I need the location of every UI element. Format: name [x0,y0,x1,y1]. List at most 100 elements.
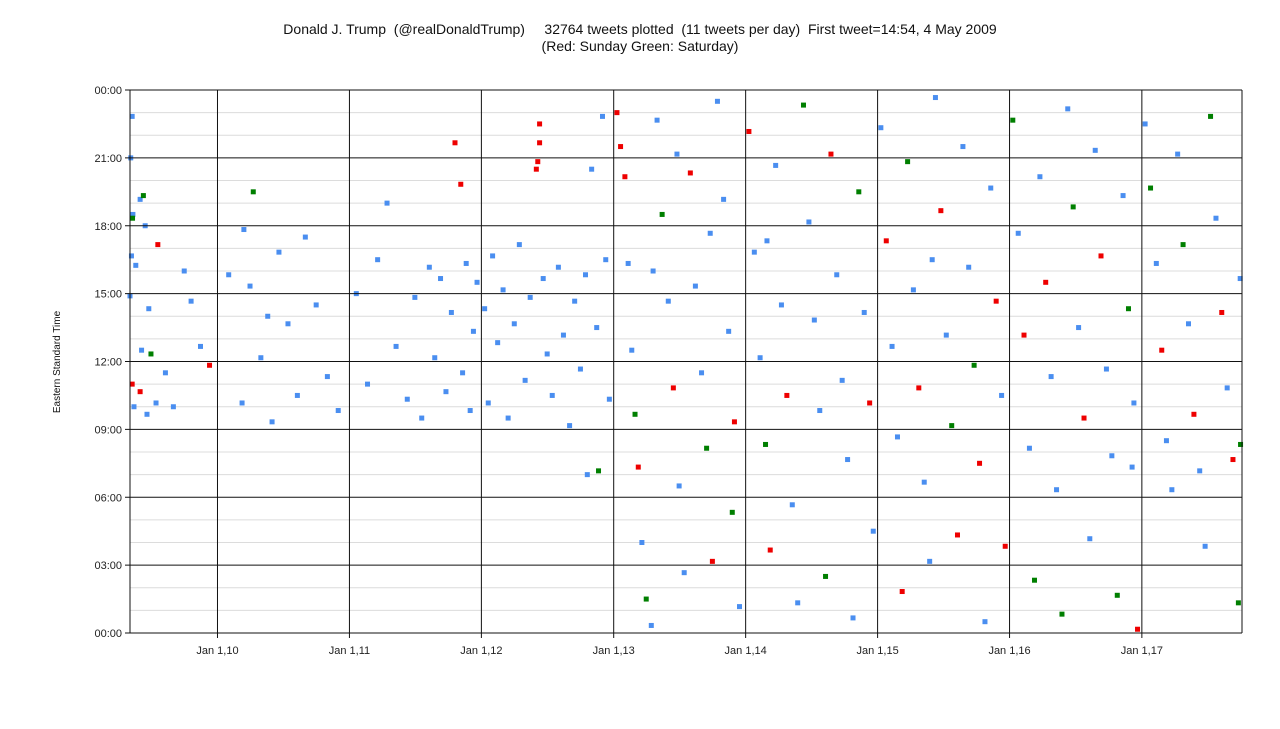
tweet-point [1175,151,1181,157]
tweet-point [746,128,752,134]
tweet-point [594,325,600,331]
tweet-point [247,283,253,289]
tweet-point [583,272,589,278]
tweet-point [971,362,977,368]
tweet-point [226,272,232,278]
tweet-point [335,408,341,414]
title-line: Donald J. Trump (@realDonaldTrump) 32764… [283,21,997,37]
tweet-point [635,464,641,470]
tweet-point [549,392,555,398]
tweet-point [146,306,152,312]
tweet-point [1238,441,1244,447]
tweet-point [1059,611,1065,617]
tweet-point [927,558,933,564]
tweet-point [527,294,533,300]
x-tick-label: Jan 1,15 [856,645,898,657]
tweet-point [949,423,955,429]
tweet-point [393,343,399,349]
tweet-point [1098,253,1104,259]
tweet-point [239,400,245,406]
tweet-point [596,468,602,474]
tweet-point [1142,121,1148,127]
tweet-point [778,302,784,308]
tweet-point [599,113,605,119]
tweet-point [535,159,541,165]
tweet-point [960,144,966,150]
tweet-point [806,219,812,225]
tweet-point [516,242,522,248]
y-tick-label: 00:00 [94,85,122,97]
tweet-point [419,415,425,421]
tweet-point [500,287,506,293]
tweet-point [883,238,889,244]
tweet-point [1076,325,1082,331]
tweet-point [544,351,550,357]
tweet-point [681,570,687,576]
tweet-point [1219,309,1225,315]
tweet-point [258,355,264,361]
tweet-point [130,211,136,217]
tweet-point [729,509,735,515]
tweet-point [426,264,432,270]
tweet-point [511,321,517,327]
tweet-point [458,181,464,187]
tweet-point [861,309,867,315]
tweet-point [811,317,817,323]
tweet-point [1148,185,1154,191]
tweet-point [294,392,300,398]
tweet-point [1031,577,1037,583]
tweet-point [1213,215,1219,221]
tweet-point [817,408,823,414]
tweet-point [929,257,935,263]
tweet-point [533,166,539,172]
tweet-point [639,540,645,545]
x-tick-label: Jan 1,14 [725,645,767,657]
tweet-point [999,392,1005,398]
tweet-point [916,385,922,391]
y-tick-label: 21:00 [94,153,122,165]
tweet-point [828,151,834,157]
tweet-point [155,242,161,248]
tweet-point [313,302,319,308]
tweet-point [153,400,159,406]
tweet-point [130,215,136,221]
tweet-point [197,343,203,349]
tweet-point [404,396,410,402]
y-tick-label: 03:00 [94,560,122,572]
tweet-point [490,253,496,259]
tweet-point [589,166,595,172]
tweet-point [432,355,438,361]
tweet-point [1129,464,1135,470]
tweet-point [665,298,671,304]
tweet-point [1015,230,1021,236]
tweet-point [834,272,840,278]
x-tick-label: Jan 1,17 [1121,645,1163,657]
tweet-point [438,276,444,282]
gridlines [130,112,1242,611]
tweet-point [692,283,698,289]
tweet-point [789,502,795,508]
tweet-point [474,279,480,285]
tweet-point [731,419,737,425]
tweet-point [1054,487,1060,493]
tweet-point [982,619,988,625]
subtitle-line: (Red: Sunday Green: Saturday) [541,38,739,54]
tweet-point [988,185,994,191]
tweet-point [966,264,972,270]
tweet-point [993,298,999,304]
x-tick-label: Jan 1,10 [196,645,238,657]
tweet-point [1169,487,1175,493]
tweet-point [148,351,154,357]
tweet-point [905,159,911,165]
tweet-point [654,117,660,123]
tweet-point [133,262,139,268]
tweet-point [324,374,330,380]
y-tick-label: 06:00 [94,492,122,504]
tweet-point [269,419,275,425]
tweet-point [1191,411,1197,417]
tweet-point [1202,543,1208,549]
tweet-point [448,309,454,315]
x-tick-label: Jan 1,16 [988,645,1030,657]
tweet-point [572,298,578,304]
tweet-point [485,400,491,406]
